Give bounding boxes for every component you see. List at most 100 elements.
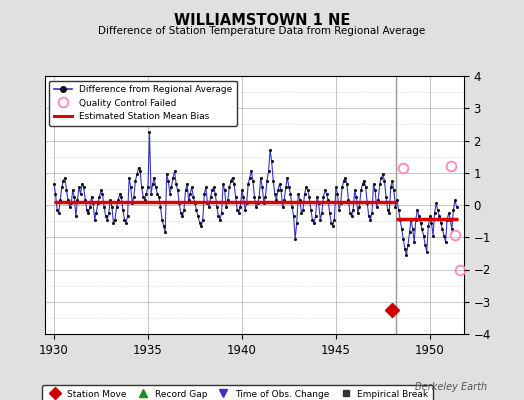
Point (225, 184, 234, 190)
Point (443, 216, 451, 223)
Point (316, 216, 324, 223)
Point (99, 190, 107, 197)
Point (377, 174, 386, 181)
Point (236, 204, 245, 210)
Point (89, 200, 97, 206)
Point (208, 187, 216, 194)
Point (308, 216, 316, 223)
Point (380, 178, 389, 184)
Point (105, 210, 113, 216)
Point (162, 171, 171, 178)
Point (385, 210, 394, 216)
Point (199, 216, 207, 223)
Point (151, 184, 160, 190)
Point (297, 210, 305, 216)
Point (188, 184, 196, 190)
Point (58, 184, 66, 190)
Point (321, 187, 329, 194)
Point (344, 197, 353, 203)
Point (54, 210, 63, 216)
Point (255, 194, 264, 200)
Point (452, 204, 461, 210)
Point (246, 174, 254, 181)
Point (406, 229, 414, 236)
Point (134, 165, 143, 171)
Point (419, 232, 428, 239)
Point (258, 184, 267, 190)
Point (180, 207, 188, 213)
Point (318, 210, 326, 216)
Point (51, 190, 60, 197)
Point (421, 242, 429, 248)
Point (219, 181, 227, 187)
Point (232, 194, 240, 200)
Point (244, 181, 253, 187)
Point (62, 187, 71, 194)
Point (183, 181, 191, 187)
Point (140, 197, 149, 203)
Point (123, 213, 132, 220)
Point (147, 190, 155, 197)
Point (181, 187, 190, 194)
Point (189, 194, 198, 200)
Point (249, 178, 257, 184)
Point (203, 200, 212, 206)
Point (111, 216, 119, 223)
Point (362, 184, 370, 190)
Point (239, 194, 248, 200)
Point (285, 184, 293, 190)
Point (173, 187, 182, 194)
Point (307, 207, 315, 213)
Point (73, 197, 82, 203)
Point (184, 197, 193, 203)
Point (139, 194, 147, 200)
Point (376, 181, 384, 187)
Point (224, 197, 232, 203)
Point (50, 181, 58, 187)
Point (263, 178, 271, 184)
Point (329, 223, 337, 229)
Point (194, 213, 202, 220)
Point (402, 252, 411, 258)
Point (446, 216, 454, 223)
Point (80, 184, 88, 190)
Point (440, 232, 448, 239)
Point (137, 184, 146, 190)
Point (444, 210, 453, 216)
Point (228, 174, 237, 181)
Point (333, 190, 342, 197)
Point (299, 207, 307, 213)
Point (164, 178, 172, 184)
Point (325, 210, 334, 216)
Point (352, 194, 361, 200)
Point (131, 178, 139, 184)
Point (384, 207, 392, 213)
Point (407, 216, 416, 223)
Point (416, 220, 424, 226)
Point (451, 197, 459, 203)
Point (398, 226, 406, 232)
Point (238, 187, 246, 194)
Point (210, 184, 218, 190)
Point (156, 204, 165, 210)
Point (286, 190, 294, 197)
Point (351, 187, 359, 194)
Point (373, 204, 381, 210)
Point (429, 232, 437, 239)
Point (122, 220, 130, 226)
Point (401, 245, 409, 252)
Point (200, 190, 209, 197)
Point (436, 220, 445, 226)
Point (265, 168, 273, 174)
Point (167, 184, 176, 190)
Point (435, 213, 443, 220)
Point (216, 216, 224, 223)
Point (270, 190, 279, 197)
Point (412, 216, 420, 223)
Point (387, 184, 395, 190)
Point (410, 239, 419, 245)
Point (310, 220, 318, 226)
Point (427, 220, 435, 226)
Point (206, 194, 215, 200)
Point (108, 204, 116, 210)
